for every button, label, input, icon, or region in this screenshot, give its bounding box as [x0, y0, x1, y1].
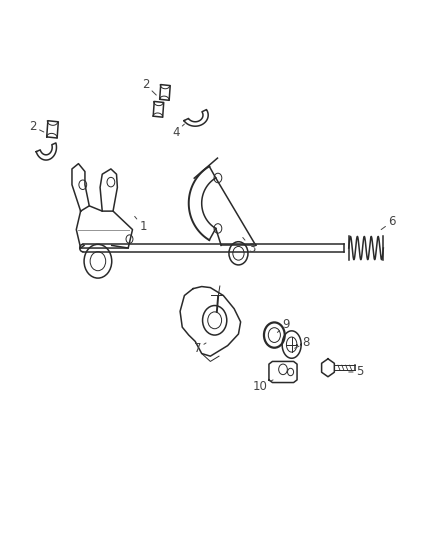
Text: 4: 4 [172, 124, 184, 139]
Text: 3: 3 [243, 238, 255, 255]
Text: 5: 5 [349, 366, 363, 378]
Text: 6: 6 [381, 215, 396, 230]
Text: 10: 10 [253, 380, 273, 393]
Text: 8: 8 [295, 336, 309, 350]
Text: 1: 1 [134, 216, 147, 233]
Text: 9: 9 [277, 318, 290, 333]
Text: 7: 7 [194, 342, 206, 355]
Text: 2: 2 [142, 78, 156, 95]
Text: 2: 2 [29, 120, 44, 133]
